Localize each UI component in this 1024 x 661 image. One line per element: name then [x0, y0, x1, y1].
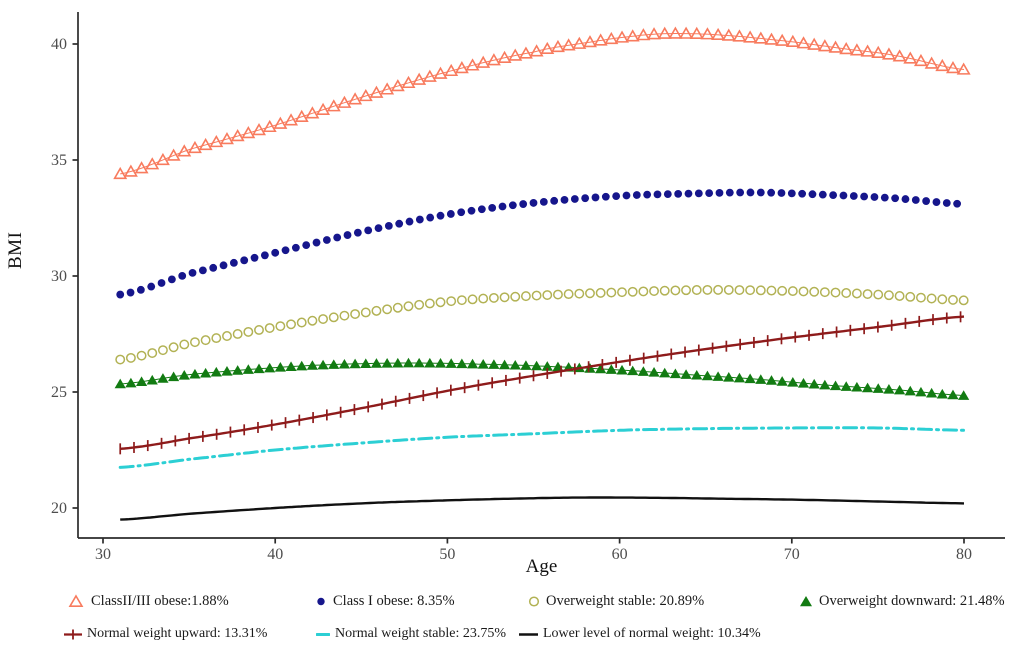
circle-filled-icon	[317, 597, 325, 606]
legend-row-2: Normal weight upward: 13.31% Normal weig…	[0, 622, 1024, 646]
y-tick-label: 30	[51, 268, 67, 285]
x-tick-label: 70	[784, 546, 800, 563]
legend-row-1: ClassII/III obese:1.88% Class I obese: 8…	[0, 589, 1024, 613]
x-tick-label: 80	[956, 546, 972, 563]
y-axis-title: BMI	[5, 231, 26, 269]
axes: 20 25 30 35 40 30 40 50 60 70 80	[51, 12, 1005, 563]
legend-label: Overweight downward: 21.48%	[819, 592, 1005, 609]
series-6	[120, 496, 965, 521]
series-0	[113, 26, 971, 180]
y-tick-label: 40	[51, 36, 67, 53]
legend-item-lower-normal: Lower level of normal weight: 10.34%	[519, 622, 761, 646]
legend-label: ClassII/III obese:1.88%	[91, 592, 229, 609]
legend-label: Lower level of normal weight: 10.34%	[543, 626, 761, 641]
x-tick-label: 30	[95, 546, 111, 563]
series-4	[119, 311, 965, 455]
dash-line-icon	[316, 633, 330, 636]
solid-line-icon	[519, 633, 538, 636]
legend-label: Class I obese: 8.35%	[333, 592, 455, 609]
plot-area: 20 25 30 35 40 30 40 50 60 70 80	[51, 12, 1005, 563]
circle-open-icon	[528, 596, 540, 607]
legend-item-class1-obese: Class I obese: 8.35%	[314, 589, 455, 613]
series-1	[116, 188, 962, 299]
legend-item-overweight-stable: Overweight stable: 20.89%	[527, 589, 704, 613]
legend-label: Normal weight stable: 23.75%	[335, 626, 507, 641]
x-tick-label: 50	[439, 546, 455, 563]
legend-item-normal-stable: Normal weight stable: 23.75%	[316, 622, 506, 646]
y-tick-label: 20	[51, 500, 67, 517]
legend-label: Overweight stable: 20.89%	[546, 592, 705, 609]
legend-item-overweight-downward: Overweight downward: 21.48%	[798, 589, 1005, 613]
y-tick-label: 35	[51, 152, 67, 169]
legend-label: Normal weight upward: 13.31%	[87, 626, 268, 641]
legend-item-class23-obese: ClassII/III obese:1.88%	[66, 589, 229, 613]
x-tick-label: 40	[267, 546, 283, 563]
y-tick-label: 25	[51, 384, 67, 401]
triangle-filled-icon	[800, 596, 812, 607]
triangle-open-icon	[68, 594, 84, 607]
x-tick-label: 60	[612, 546, 628, 563]
series-5	[118, 426, 966, 469]
series-3	[114, 357, 970, 400]
series-2	[115, 284, 969, 365]
x-axis-title: Age	[525, 556, 558, 577]
plus-line-icon	[64, 629, 82, 640]
legend-item-normal-upward: Normal weight upward: 13.31%	[64, 622, 267, 646]
